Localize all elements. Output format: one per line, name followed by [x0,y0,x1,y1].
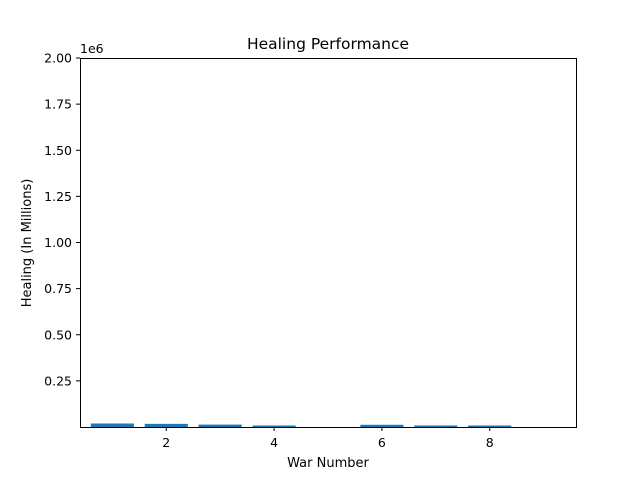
x-tick-label: 4 [270,435,278,450]
chart-title: Healing Performance [247,35,409,53]
bar [468,425,512,427]
bar [144,423,188,427]
y-tick-label: 0.25 [44,373,72,388]
y-tick-label: 1.00 [44,235,72,250]
bar [252,425,296,427]
y-tick-label: 0.50 [44,327,72,342]
y-axis-ticks: 0.25 0.50 0.75 1.00 1.25 1.50 1.75 2.00 [44,51,80,388]
y-scale-label: 1e6 [80,41,104,56]
y-tick-label: 1.75 [44,97,72,112]
bar [198,424,242,427]
x-axis-ticks: 2 4 6 8 [162,427,494,450]
bar [414,425,458,427]
y-axis-label: Healing (In Millions) [20,179,35,308]
x-tick-label: 6 [378,435,386,450]
x-tick-label: 2 [162,435,170,450]
bar [90,423,134,427]
y-tick-label: 1.25 [44,189,72,204]
y-tick-label: 1.50 [44,143,72,158]
x-tick-label: 8 [486,435,494,450]
bars-group [90,423,512,427]
bar [360,424,404,427]
plot-frame [80,58,577,428]
x-axis-label: War Number [287,456,369,471]
y-tick-label: 0.75 [44,281,72,296]
y-tick-label: 2.00 [44,51,72,66]
